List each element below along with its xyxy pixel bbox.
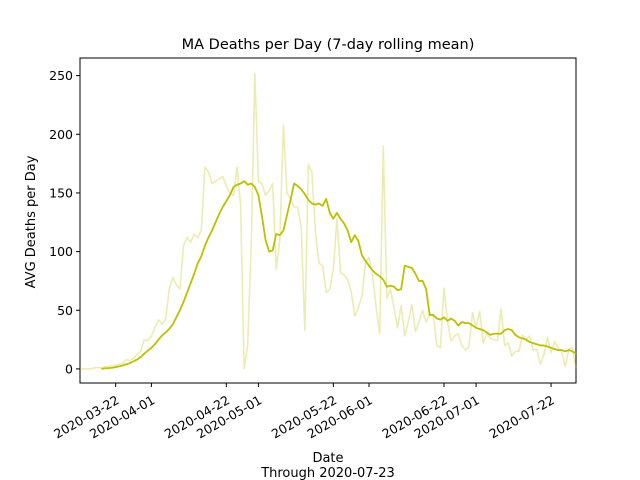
y-tick-label: 0 xyxy=(65,361,73,376)
x-axis-sublabel: Through 2020-07-23 xyxy=(260,466,395,480)
y-axis-label: AVG Deaths per Day xyxy=(24,155,39,288)
x-axis-label: Date xyxy=(312,451,343,466)
y-tick-label: 100 xyxy=(49,244,73,259)
chart-title: MA Deaths per Day (7-day rolling mean) xyxy=(182,37,475,53)
daily-deaths-line xyxy=(80,72,577,370)
y-tick-label: 50 xyxy=(57,303,73,318)
y-axis: 0 50 100 150 200 250 xyxy=(49,68,80,376)
y-tick-label: 150 xyxy=(49,185,73,200)
rolling-mean-line xyxy=(101,180,577,370)
y-tick-label: 250 xyxy=(49,68,73,83)
y-tick-label: 200 xyxy=(49,127,73,142)
series-layer xyxy=(80,72,577,370)
axes-frame xyxy=(79,57,577,384)
